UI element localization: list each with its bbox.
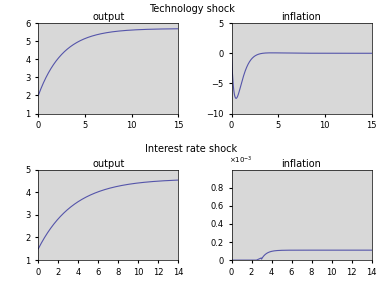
Text: Technology shock: Technology shock [149,4,234,14]
Title: inflation: inflation [282,159,321,169]
Text: Interest rate shock: Interest rate shock [146,144,237,155]
Title: inflation: inflation [282,12,321,22]
Title: output: output [92,12,124,22]
Title: output: output [92,159,124,169]
Text: $\times10^{-3}$: $\times10^{-3}$ [229,155,252,166]
